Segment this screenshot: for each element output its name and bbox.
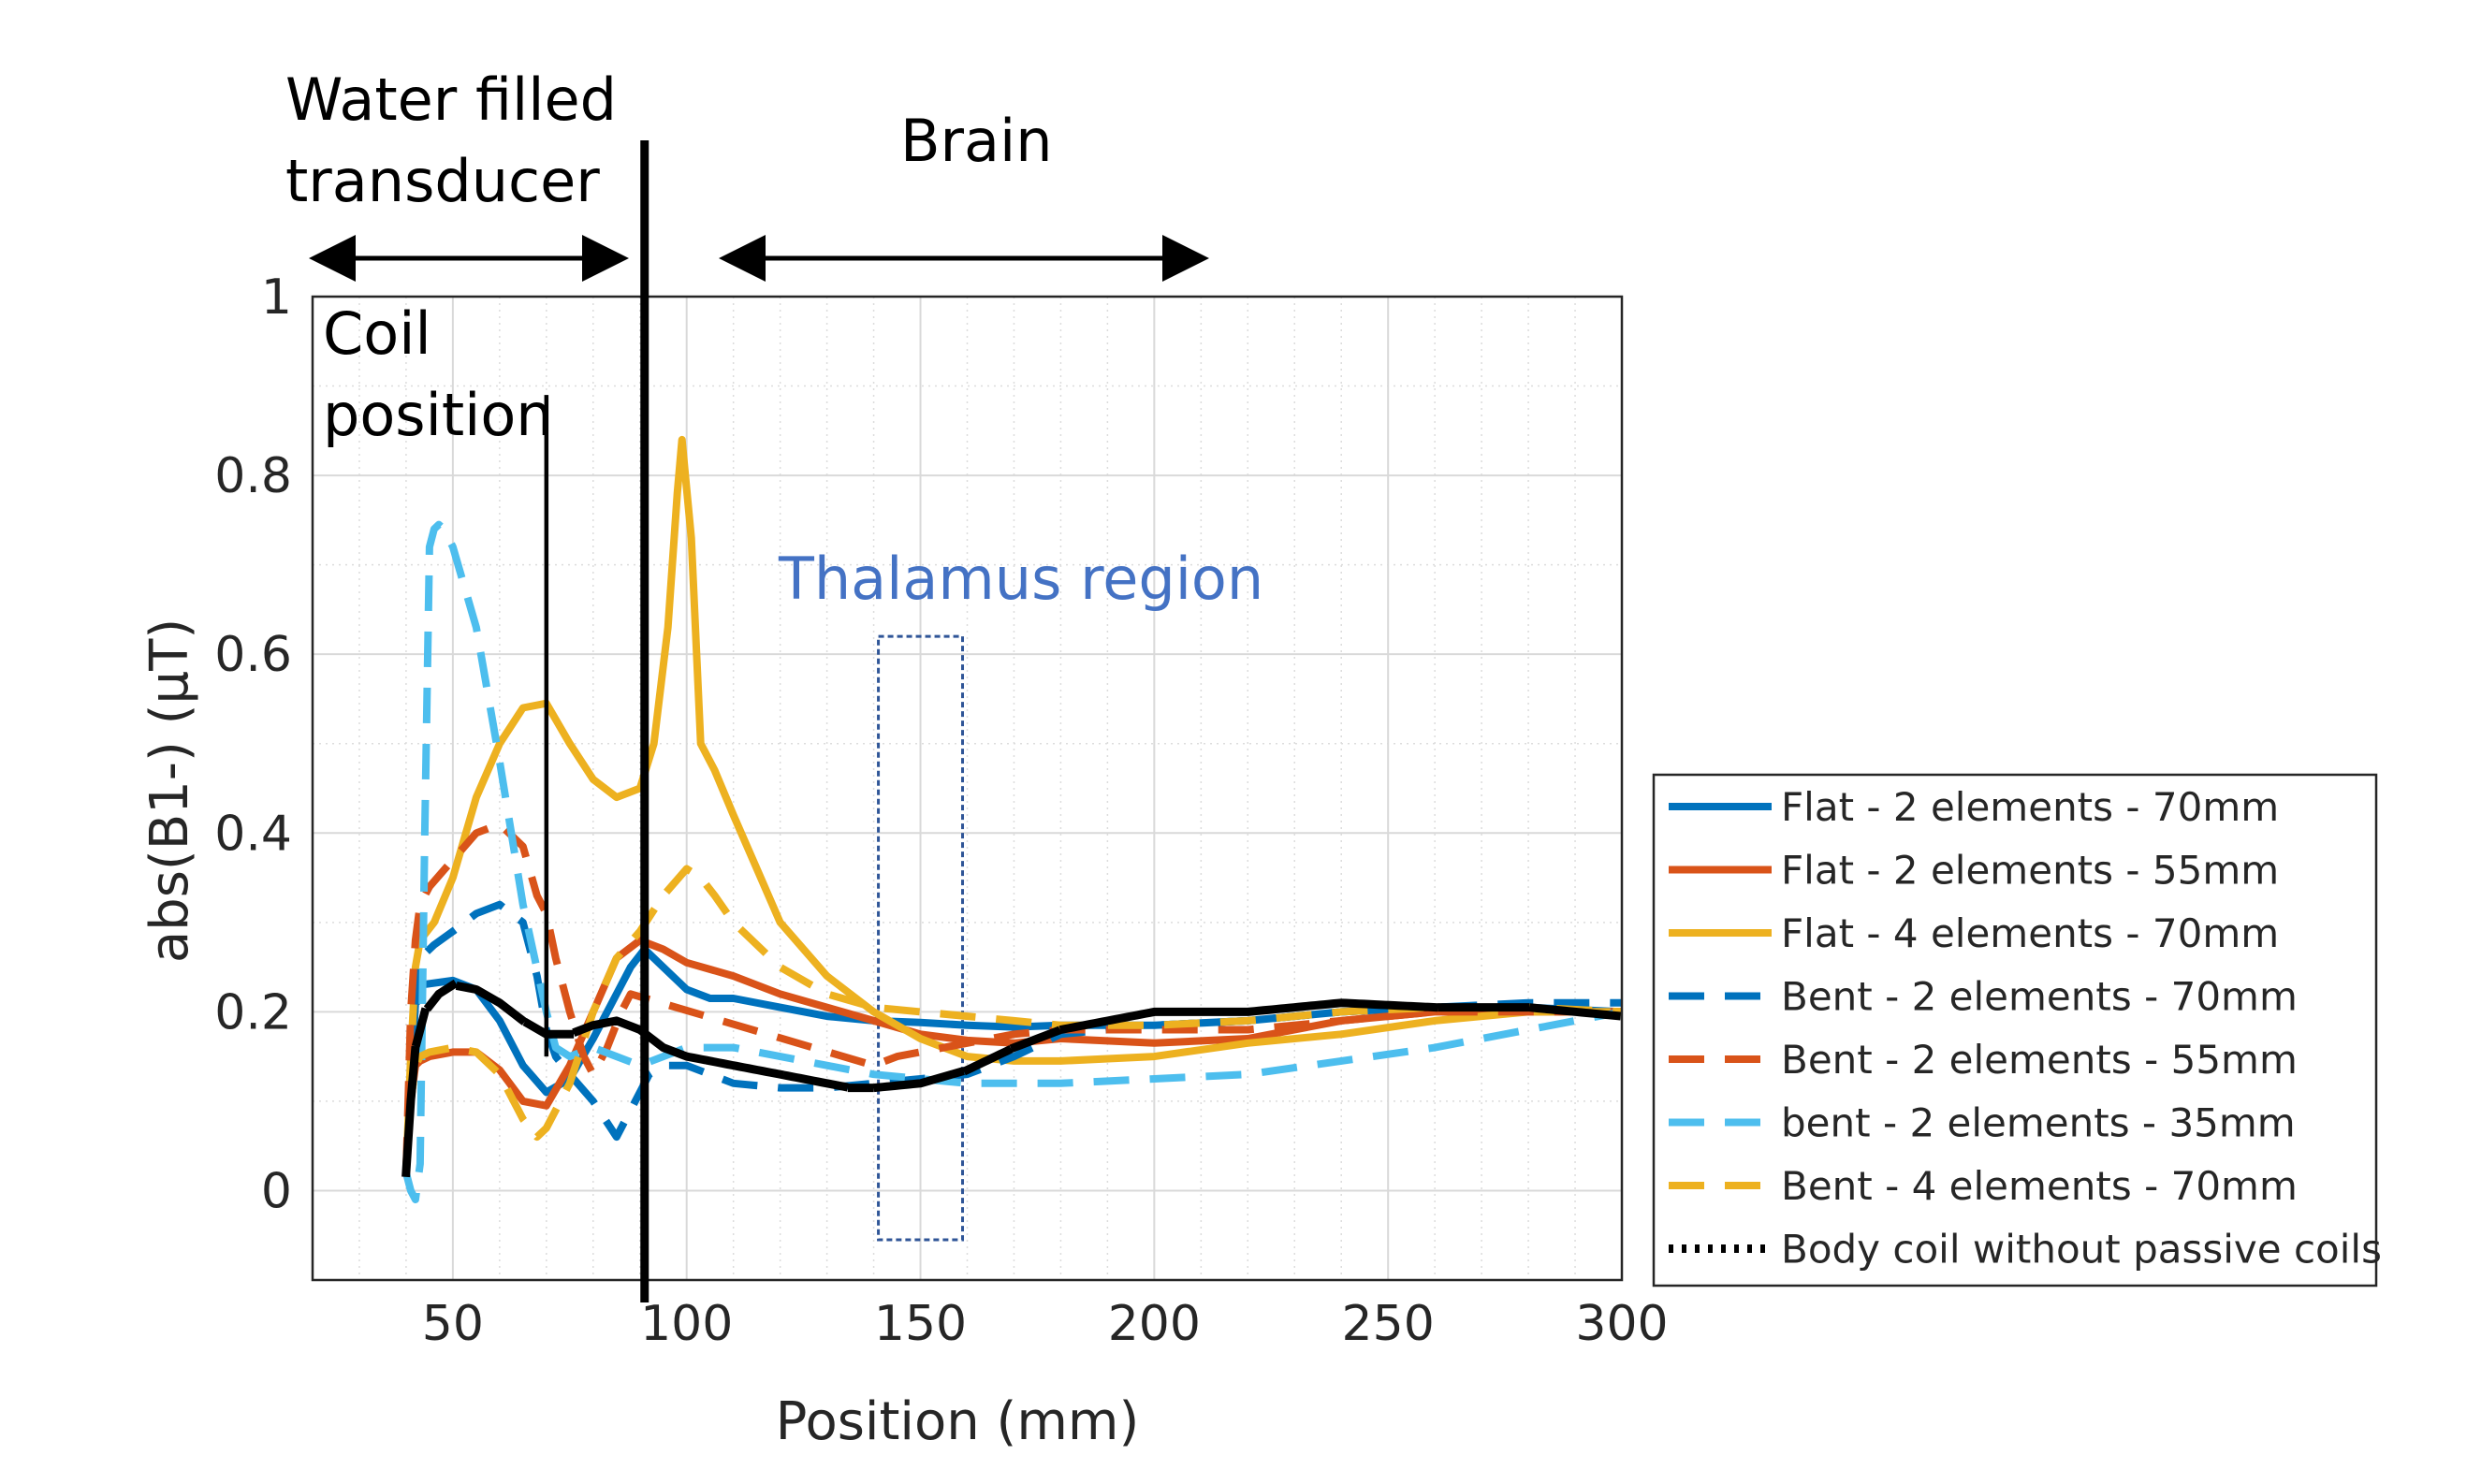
coil-position-label-line1: Coil <box>323 299 431 368</box>
legend-label-7: Bent - 4 elements - 70mm <box>1781 1163 2298 1209</box>
legend-label-6: bent - 2 elements - 35mm <box>1781 1100 2296 1146</box>
thalamus-region-box <box>877 634 965 1242</box>
y-tick-label: 0.2 <box>214 984 292 1040</box>
x-tick-label: 300 <box>1575 1296 1668 1352</box>
x-tick-label: 50 <box>422 1296 484 1352</box>
legend-label-5: Bent - 2 elements - 55mm <box>1781 1037 2298 1083</box>
legend-label-2: Flat - 2 elements - 55mm <box>1781 848 2279 894</box>
x-tick-label: 150 <box>874 1296 967 1352</box>
minor-grid <box>313 297 1622 1281</box>
y-tick-label: 0.6 <box>214 627 292 683</box>
x-axis-label: Position (mm) <box>776 1391 1140 1452</box>
y-tick-label: 0 <box>261 1163 292 1219</box>
y-tick-label: 1 <box>261 269 292 326</box>
series-layer <box>401 435 1627 1203</box>
y-axis-ticks: 0 0.2 0.4 0.6 0.8 1 <box>214 269 292 1219</box>
y-tick-label: 0.8 <box>214 448 292 504</box>
y-tick-label: 0.4 <box>214 806 292 862</box>
plot-frame <box>311 295 1624 1282</box>
legend-box <box>1652 773 2378 1288</box>
x-tick-label: 100 <box>640 1296 733 1352</box>
x-tick-label: 200 <box>1108 1296 1201 1352</box>
coil-position-label-line2: position <box>323 381 553 449</box>
legend-label-3: Flat - 4 elements - 70mm <box>1781 910 2279 956</box>
legend-label-1: Flat - 2 elements - 70mm <box>1781 784 2279 830</box>
series-line-2 <box>401 936 1622 1173</box>
series-line-8 <box>401 981 1627 1178</box>
series-line-5 <box>401 820 1622 1173</box>
legend-label-4: Bent - 2 elements - 70mm <box>1781 974 2298 1020</box>
y-axis-label: abs(B1-) (μT) <box>139 618 200 963</box>
water-region-label-line1: Water filled <box>285 65 617 134</box>
brain-region-label: Brain <box>900 107 1053 175</box>
legend-label-8: Body coil without passive coils <box>1781 1227 2382 1273</box>
legend: Flat - 2 elements - 70mm Flat - 2 element… <box>1652 773 2382 1288</box>
series-line-6 <box>402 520 1623 1203</box>
water-region-label-line2: transducer <box>285 147 600 215</box>
series-line-7 <box>401 865 1623 1173</box>
x-tick-label: 250 <box>1342 1296 1435 1352</box>
series-line-3 <box>401 435 1622 1173</box>
thalamus-region-label: Thalamus region <box>778 545 1263 613</box>
x-axis-ticks: 50 100 150 200 250 300 <box>422 1296 1669 1352</box>
